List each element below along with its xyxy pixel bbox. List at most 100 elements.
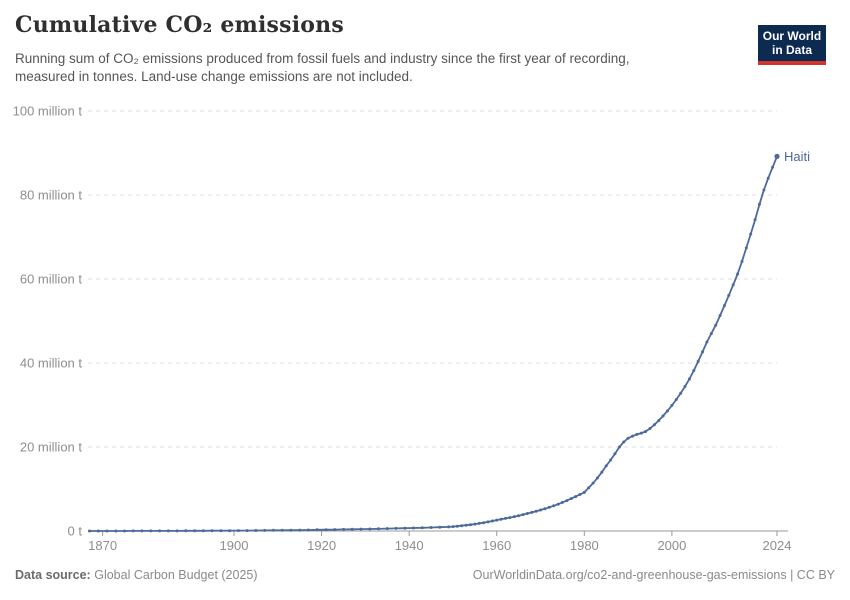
y-tick-label: 60 million t <box>20 272 83 287</box>
data-point <box>766 176 770 180</box>
data-point <box>687 377 691 381</box>
x-tick-label: 2024 <box>763 538 792 553</box>
page-title: Cumulative CO₂ emissions <box>15 12 344 38</box>
data-point <box>451 525 455 529</box>
data-point <box>753 218 757 222</box>
data-point <box>604 464 608 468</box>
data-point <box>123 529 126 533</box>
attribution-link[interactable]: OurWorldinData.org/co2-and-greenhouse-ga… <box>472 568 835 582</box>
data-point <box>696 359 700 363</box>
data-point <box>609 458 613 462</box>
header: Cumulative CO₂ emissions Our World in Da… <box>15 12 838 65</box>
data-point <box>219 529 223 533</box>
series-end-label[interactable]: Haiti <box>784 149 810 164</box>
y-tick-label: 20 million t <box>20 440 83 455</box>
data-point <box>569 497 573 501</box>
data-point <box>158 529 162 533</box>
data-point <box>394 526 398 530</box>
data-point <box>477 521 481 525</box>
chart-subtitle-line1: Running sum of CO₂ emissions produced fr… <box>15 51 630 66</box>
data-point <box>131 529 135 533</box>
chart-footer: Data source: Global Carbon Budget (2025)… <box>15 568 835 582</box>
data-point <box>486 520 490 524</box>
data-point <box>666 409 669 413</box>
data-point <box>622 440 626 444</box>
data-point <box>96 529 100 533</box>
data-point <box>718 314 722 317</box>
data-point <box>661 414 665 418</box>
data-point <box>315 528 319 532</box>
data-point <box>701 350 705 354</box>
data-point <box>552 504 556 508</box>
y-tick-label: 80 million t <box>20 188 83 203</box>
data-point <box>774 153 780 159</box>
data-point <box>359 527 363 531</box>
data-point <box>565 499 569 503</box>
data-point <box>193 529 197 533</box>
data-point <box>731 283 735 287</box>
data-point <box>412 526 415 530</box>
data-point <box>705 340 709 344</box>
owid-logo-line1: Our World <box>762 29 822 43</box>
data-point <box>245 529 249 533</box>
data-point <box>473 522 477 526</box>
data-point <box>525 512 529 515</box>
x-tick-label: 1960 <box>482 538 511 553</box>
data-point <box>280 528 284 532</box>
data-point <box>530 510 534 514</box>
data-point <box>692 369 696 373</box>
data-point <box>455 524 459 528</box>
data-point <box>210 529 214 533</box>
data-point <box>228 529 232 533</box>
data-point <box>508 516 512 520</box>
data-point <box>324 528 328 532</box>
data-point <box>368 527 372 531</box>
data-point <box>201 529 205 533</box>
data-point <box>626 436 630 440</box>
x-tick-label: 1940 <box>395 538 424 553</box>
data-point <box>613 452 617 456</box>
data-source-label: Data source: <box>15 568 91 582</box>
data-point <box>714 323 718 327</box>
data-point <box>644 430 648 433</box>
owid-logo[interactable]: Our World in Data <box>758 25 826 65</box>
data-point <box>512 515 516 519</box>
data-point <box>539 508 542 512</box>
data-point <box>236 529 240 533</box>
data-point <box>385 527 389 531</box>
data-point <box>88 529 91 533</box>
data-point <box>175 529 179 533</box>
data-point <box>657 419 661 422</box>
x-tick-label: 1980 <box>570 538 599 553</box>
data-point <box>149 529 153 533</box>
data-point <box>709 332 713 336</box>
data-point <box>740 259 744 263</box>
y-tick-label: 100 million t <box>13 104 83 119</box>
data-point <box>350 527 354 531</box>
data-point <box>578 493 582 496</box>
series-line[interactable] <box>88 155 778 532</box>
data-point <box>464 523 468 527</box>
data-point <box>166 529 170 533</box>
data-point <box>736 272 740 276</box>
data-point <box>105 529 109 533</box>
data-point <box>587 486 591 490</box>
data-point <box>495 518 499 522</box>
data-point <box>723 304 726 307</box>
data-point <box>749 232 753 236</box>
data-point <box>420 526 424 530</box>
data-point <box>504 516 507 520</box>
data-point <box>447 525 451 529</box>
data-point <box>263 528 267 532</box>
data-point <box>521 513 525 517</box>
data-point <box>254 529 258 532</box>
data-point <box>534 509 538 513</box>
data-point <box>543 507 547 511</box>
data-point <box>582 490 586 494</box>
data-point <box>517 514 521 518</box>
data-point <box>574 495 578 499</box>
data-point <box>556 502 560 506</box>
data-point <box>600 470 604 474</box>
